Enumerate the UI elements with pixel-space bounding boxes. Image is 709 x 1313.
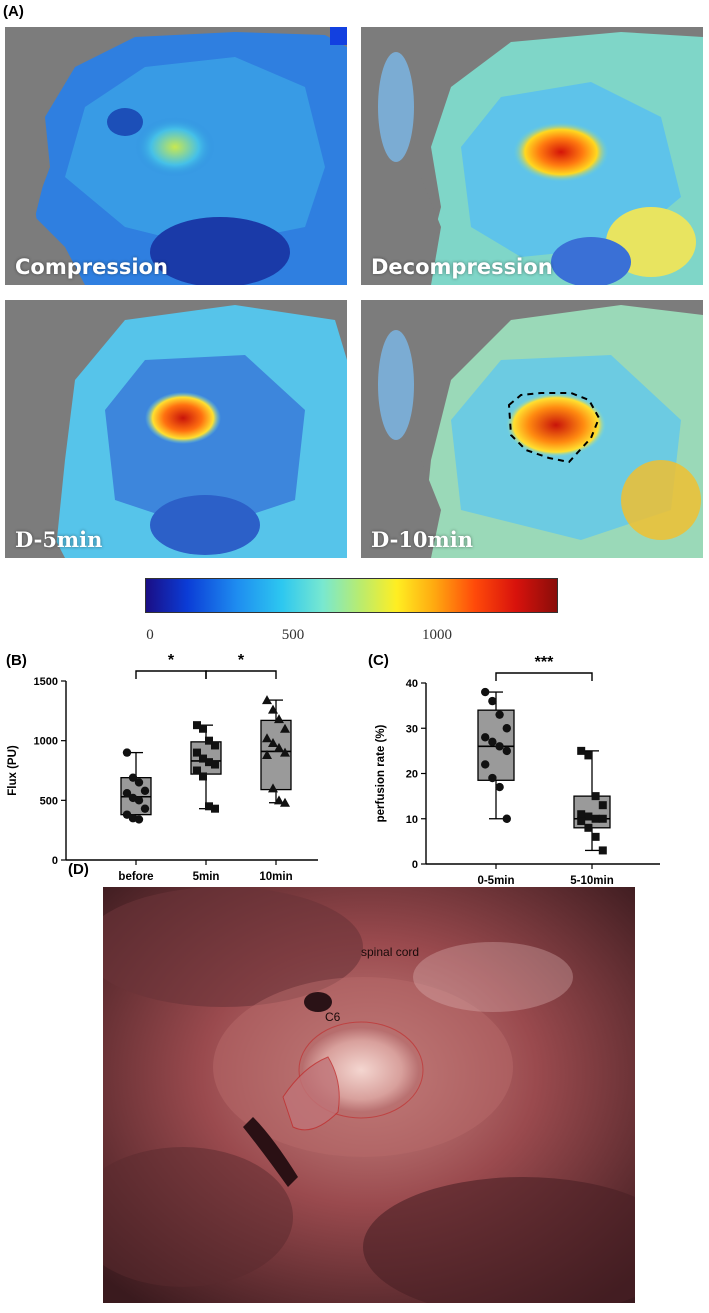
data-point [591,832,600,841]
data-point [128,773,138,782]
data-point [488,773,497,783]
data-point [495,710,504,719]
speckle-image-decompression: Decompression [361,27,703,285]
speckle-image-d5min: D-5min [5,300,347,558]
data-point [598,801,607,810]
data-point [495,742,504,751]
data-point [205,758,213,767]
panel-a-letter: (A) [3,3,24,20]
data-point [598,846,607,855]
y-axis-label: Flux (PU) [7,745,19,796]
data-point [274,795,284,805]
significance-bracket [135,670,207,679]
data-point [274,742,284,752]
image-label: D-5min [15,527,103,552]
c6-label: C6 [325,1010,341,1024]
data-point [274,714,284,724]
y-tick-label: 0 [412,859,418,871]
data-point [577,817,586,826]
significance-bracket [495,672,593,681]
y-tick-label: 1500 [34,676,58,688]
surgical-photo: spinal cord C6 [103,887,635,1303]
data-point [268,738,278,748]
speckle-image-d10min: D-10min [361,300,703,558]
data-point [205,736,213,745]
data-point [488,737,497,747]
data-point [598,814,607,823]
y-tick-label: 40 [406,678,418,690]
data-point [134,778,144,787]
x-tick-label: 0-5min [477,875,514,887]
data-point [280,723,290,733]
significance-label: * [168,652,175,669]
data-point [268,783,278,793]
data-point [481,760,490,769]
image-label: D-10min [371,527,474,552]
x-tick-label: before [118,871,153,883]
data-point [122,788,132,798]
data-point [134,796,144,805]
colorbar [145,578,558,613]
data-point [211,741,219,750]
x-tick-label: 5min [193,871,220,883]
y-tick-label: 20 [406,769,418,781]
data-point [262,749,272,759]
y-tick-label: 500 [40,795,58,807]
data-point [211,804,219,813]
y-tick-label: 30 [406,723,418,735]
data-point [495,782,504,792]
data-point [193,748,201,757]
colorbar-tick: 500 [281,627,305,643]
data-point [134,815,144,824]
colorbar-tick: 1000 [422,627,452,643]
panel-b-letter: (B) [6,652,27,669]
y-tick-label: 10 [406,814,418,826]
image-label: Compression [15,255,168,279]
data-point [140,804,150,813]
data-point [577,746,586,755]
data-point [199,754,207,763]
data-point [577,810,586,819]
data-point [205,802,213,811]
data-point [262,733,272,743]
data-point [280,797,290,807]
y-tick-label: 1000 [34,736,58,748]
data-point [481,687,490,697]
significance-label: * [238,652,245,669]
significance-bracket [205,670,277,679]
data-point [502,746,511,756]
speckle-image-compression: Compression [5,27,347,285]
data-point [502,814,511,823]
panel-d-letter: (D) [68,861,89,878]
data-point [584,751,593,760]
perfusion-box-chart: 0 10 20 30 40 perfusion rate (%) 0-5min 5-10min… [375,654,660,887]
data-point [211,760,219,769]
significance-label: *** [535,654,554,671]
data-point [591,814,600,823]
colorbar-tick: 0 [146,627,154,643]
data-point [193,721,201,730]
data-point [584,823,593,832]
data-point [268,704,278,714]
panel-c-letter: (C) [368,652,389,669]
image-label: Decompression [371,255,553,279]
data-point [122,748,132,757]
data-point [591,792,600,801]
data-point [199,724,207,733]
data-point [193,766,201,775]
data-point [502,724,511,733]
data-point [262,695,272,705]
x-tick-label: 10min [259,871,292,883]
data-point [280,747,290,757]
y-axis-label: perfusion rate (%) [375,724,387,822]
data-point [481,733,490,742]
data-point [584,812,593,821]
data-point [140,786,150,795]
x-tick-label: 5-10min [570,875,613,887]
data-point [488,696,497,706]
y-tick-label: 0 [52,855,58,867]
flux-box-chart: 0 500 1000 1500 Flux (PU) before 5min 10min * * [7,652,318,883]
data-point [199,772,207,781]
spinal-cord-label: spinal cord [361,945,420,959]
